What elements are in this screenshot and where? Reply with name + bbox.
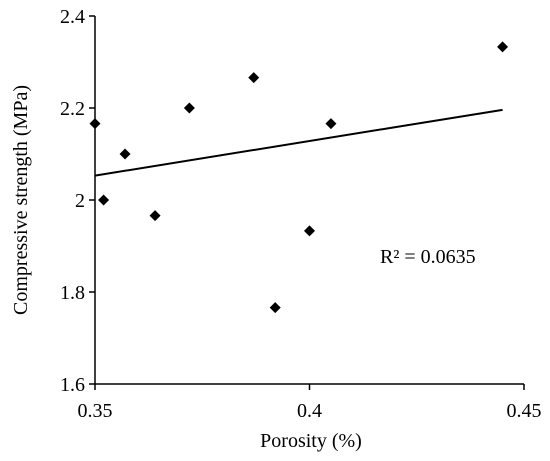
- y-tick-label-4: 2.4: [60, 6, 85, 28]
- r-squared-annotation: R² = 0.0635: [380, 246, 476, 268]
- data-points: [89, 41, 509, 314]
- data-point-8: [325, 118, 337, 130]
- y-tick-label-1: 1.8: [60, 282, 85, 304]
- y-tick-label-2: 2: [75, 190, 85, 212]
- trendline: [94, 108, 503, 177]
- data-point-2: [119, 148, 131, 160]
- x-ticks: 0.35 0.4 0.45: [78, 384, 542, 422]
- data-point-4: [183, 102, 195, 114]
- data-point-3: [149, 210, 161, 222]
- y-tick-label-3: 2.2: [60, 98, 85, 120]
- trendline-group: [94, 108, 503, 177]
- y-ticks: 1.6 1.8 2 2.2 2.4: [60, 6, 95, 396]
- y-tick-label-0: 1.6: [60, 374, 85, 396]
- x-axis-title: Porosity (%): [260, 430, 362, 452]
- x-tick-label-1: 0.4: [297, 400, 322, 422]
- data-point-5: [248, 72, 260, 84]
- axes: [94, 16, 524, 385]
- data-point-6: [269, 302, 281, 314]
- data-point-9: [497, 41, 509, 53]
- x-tick-label-0: 0.35: [78, 400, 113, 422]
- x-tick-label-2: 0.45: [507, 400, 542, 422]
- data-point-7: [304, 225, 315, 237]
- data-point-0: [89, 118, 101, 130]
- data-point-1: [98, 194, 110, 206]
- y-axis-title: Compressive strength (MPa): [10, 85, 32, 315]
